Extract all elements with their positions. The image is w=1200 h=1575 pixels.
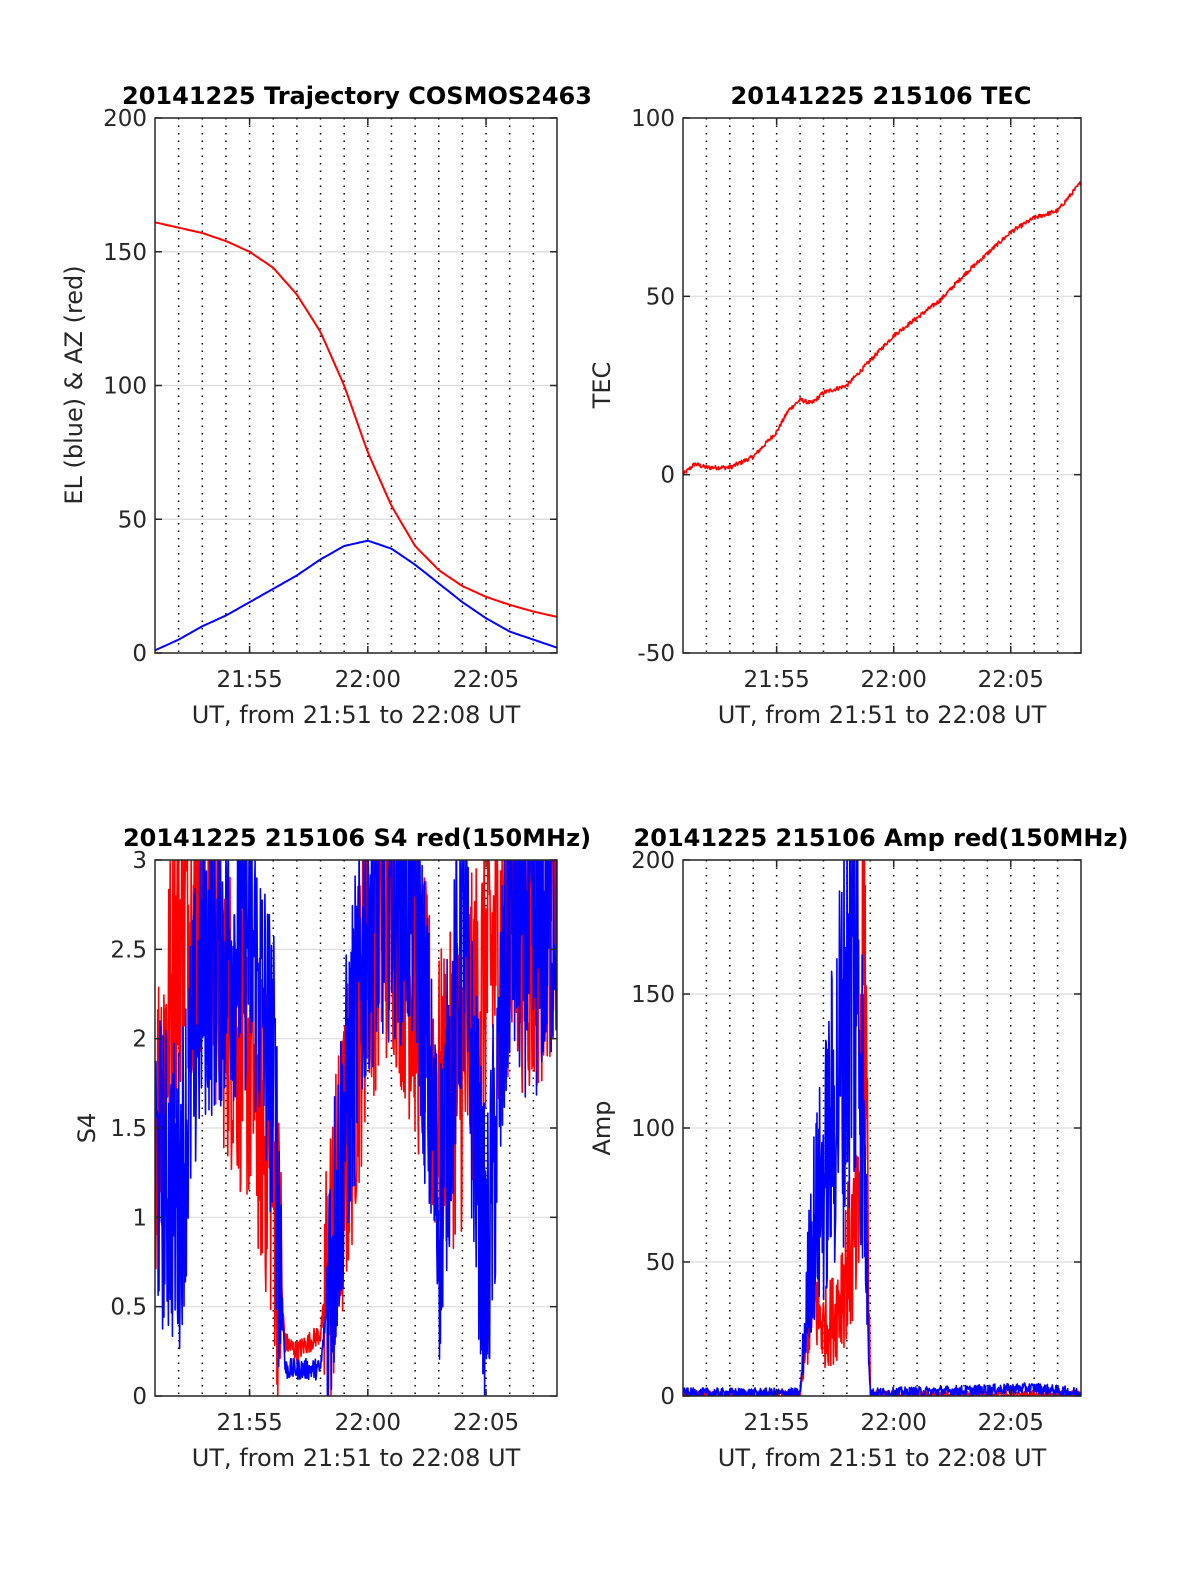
- axes-box: [682, 117, 1082, 654]
- y-tick-label: 0: [660, 463, 675, 489]
- x-axis-label: UT, from 21:51 to 22:08 UT: [192, 1444, 521, 1472]
- x-tick-label: 22:00: [861, 1410, 927, 1436]
- x-tick-label: 22:00: [335, 1410, 401, 1436]
- y-tick-label: 0: [132, 1384, 147, 1410]
- series-line-1: [155, 221, 557, 618]
- y-tick-label: 3: [132, 848, 147, 874]
- y-tick-label: 2: [132, 1027, 147, 1053]
- chart-panel-3: 0 0.5 1 1.5 2 2.5 3 21:55 22:00 22:05 20141225 215…: [73, 824, 591, 1472]
- x-tick-label: 22:05: [453, 1410, 519, 1436]
- y-axis-label: TEC: [588, 362, 616, 410]
- y-tick-label: 1: [132, 1205, 147, 1231]
- x-tick-label: 21:55: [743, 667, 809, 693]
- x-tick-label: 22:00: [335, 667, 401, 693]
- y-tick-label: 2.5: [110, 937, 147, 963]
- x-axis-label: UT, from 21:51 to 22:08 UT: [718, 701, 1047, 729]
- y-axis-label: S4: [73, 1113, 101, 1144]
- chart-panel-1: 0 50 100 150 200 21:55 22:00 22:05 20141225 Traj…: [60, 82, 592, 729]
- x-tick-label: 21:55: [743, 1410, 809, 1436]
- chart-panel-4: 0 50 100 150 200 21:55 22:00 22:05 20141225 2151…: [588, 824, 1129, 1472]
- x-tick-label: 22:05: [453, 667, 519, 693]
- y-tick-label: -50: [637, 641, 675, 667]
- y-axis-label: EL (blue) & AZ (red): [60, 265, 88, 504]
- y-tick-label: 50: [118, 507, 147, 533]
- y-tick-label: 150: [103, 240, 147, 266]
- chart-title: 20141225 215106 Amp red(150MHz): [634, 824, 1129, 852]
- chart-title: 20141225 215106 TEC: [731, 82, 1032, 110]
- series-group: [155, 860, 557, 1396]
- y-tick-label: 200: [103, 106, 147, 132]
- x-tick-label: 22:05: [978, 667, 1044, 693]
- x-tick-label: 21:55: [216, 1410, 282, 1436]
- y-tick-label: 50: [646, 284, 675, 310]
- chart-panel-2: -50 0 50 100 21:55 22:00 22:05 20141225 215106 …: [588, 82, 1082, 729]
- y-tick-label: 100: [631, 1116, 675, 1142]
- y-tick-label: 100: [631, 106, 675, 132]
- chart-title: 20141225 215106 S4 red(150MHz): [123, 824, 591, 852]
- series-line-2: [155, 539, 557, 652]
- y-axis-label: Amp: [588, 1100, 616, 1155]
- y-tick-label: 0: [660, 1384, 675, 1410]
- series-line-2: [155, 860, 557, 1396]
- x-axis-label: UT, from 21:51 to 22:08 UT: [718, 1444, 1047, 1472]
- x-tick-label: 22:05: [978, 1410, 1044, 1436]
- y-tick-label: 1.5: [110, 1116, 147, 1142]
- series-group: [683, 181, 1081, 476]
- x-tick-label: 22:00: [861, 667, 927, 693]
- series-line-1: [683, 181, 1081, 476]
- series-group: [155, 221, 557, 652]
- y-tick-label: 50: [646, 1250, 675, 1276]
- plot-area: [683, 118, 1081, 653]
- y-tick-label: 150: [631, 982, 675, 1008]
- y-tick-label: 0: [132, 641, 147, 667]
- chart-title: 20141225 Trajectory COSMOS2463: [122, 82, 592, 110]
- x-tick-label: 21:55: [216, 667, 282, 693]
- x-axis-label: UT, from 21:51 to 22:08 UT: [192, 701, 521, 729]
- y-tick-label: 100: [103, 374, 147, 400]
- y-tick-label: 0.5: [110, 1295, 147, 1321]
- y-tick-label: 200: [631, 848, 675, 874]
